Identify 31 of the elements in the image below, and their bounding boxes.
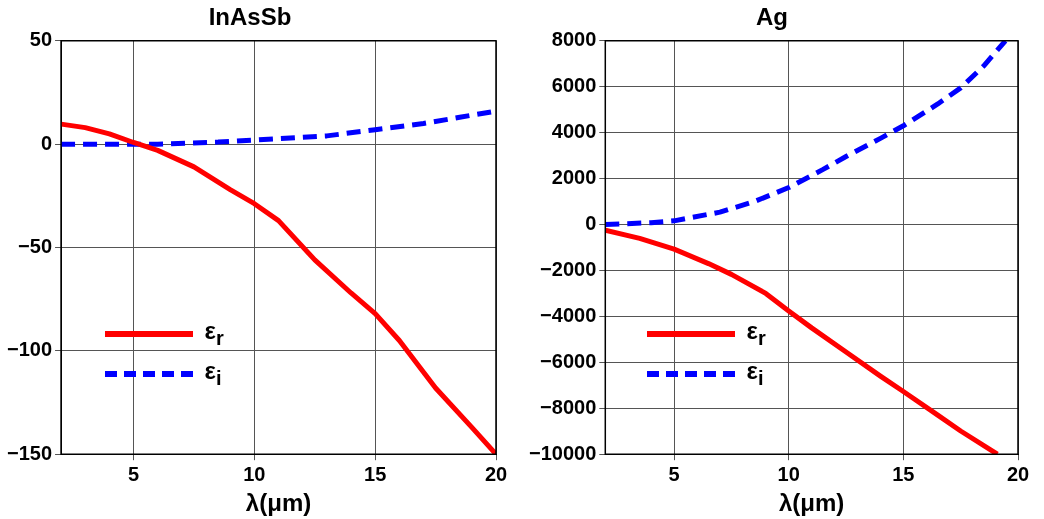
- y-tick-label: −8000: [540, 395, 597, 418]
- legend-label: ε$_{r}$: [204, 317, 224, 351]
- x-tick-label: 5: [127, 462, 140, 485]
- x-tick-label: 20: [1006, 462, 1030, 485]
- y-tick-label: 6000: [551, 74, 597, 97]
- y-tick-label: −50: [18, 235, 53, 258]
- y-tick-label: −10000: [529, 441, 597, 464]
- y-tick-label: −6000: [540, 349, 597, 372]
- y-tick-label: −150: [6, 441, 53, 464]
- y-tick-label: 4000: [551, 120, 597, 143]
- x-tick-label: 10: [777, 462, 800, 485]
- x-tick-label: 5: [668, 462, 680, 485]
- chart-title: InAsSb: [208, 3, 292, 31]
- y-tick-label: 2000: [551, 166, 597, 189]
- legend-label: ε$_{r}$: [746, 317, 766, 351]
- legend-label: ε$_{i}$: [204, 357, 222, 391]
- legend-label: ε$_{i}$: [746, 357, 764, 391]
- y-tick-label: 0: [40, 131, 53, 154]
- y-tick-label: 50: [29, 28, 53, 51]
- y-tick-label: 8000: [551, 28, 597, 51]
- x-tick-label: 20: [484, 462, 508, 485]
- x-axis-title: λ(μm): [245, 489, 312, 517]
- y-tick-label: 0: [585, 212, 597, 235]
- y-tick-label: −2000: [540, 257, 597, 280]
- x-tick-label: 15: [364, 462, 387, 485]
- x-axis-title: λ(μm): [778, 489, 845, 517]
- y-tick-label: −100: [6, 338, 53, 361]
- x-tick-label: 15: [892, 462, 915, 485]
- y-tick-label: −4000: [540, 303, 597, 326]
- chart-title: Ag: [756, 3, 788, 31]
- x-tick-label: 10: [243, 462, 266, 485]
